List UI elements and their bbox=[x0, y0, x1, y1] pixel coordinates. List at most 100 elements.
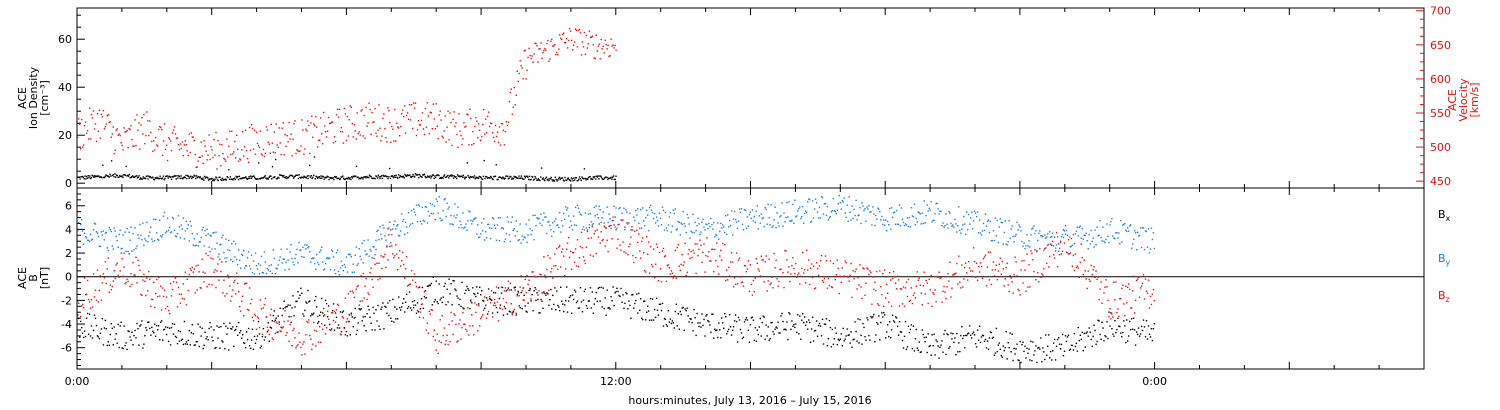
by-point bbox=[1067, 253, 1070, 255]
bx-point bbox=[1108, 311, 1110, 313]
bx-point bbox=[325, 302, 328, 305]
bx-point bbox=[374, 329, 376, 331]
bx-point bbox=[167, 340, 170, 343]
velocity-point bbox=[361, 108, 363, 111]
bz-point bbox=[1102, 275, 1104, 278]
density-point bbox=[158, 177, 160, 180]
by-point bbox=[226, 257, 228, 259]
density-point bbox=[202, 177, 204, 179]
density-point bbox=[511, 177, 514, 179]
by-point bbox=[504, 238, 507, 240]
velocity-point bbox=[513, 86, 515, 89]
density-point bbox=[494, 175, 497, 177]
bx-point bbox=[549, 299, 551, 301]
bx-point bbox=[110, 323, 112, 325]
by-point bbox=[878, 208, 880, 210]
by-point bbox=[704, 229, 706, 231]
density-point bbox=[222, 179, 224, 181]
velocity-point bbox=[208, 134, 210, 136]
by-point bbox=[918, 212, 920, 214]
by-point bbox=[582, 226, 585, 228]
by-point bbox=[785, 216, 787, 219]
by-point bbox=[1105, 238, 1107, 241]
bz-point bbox=[786, 259, 788, 261]
velocity-point bbox=[590, 36, 593, 38]
bx-point bbox=[508, 310, 511, 313]
velocity-point bbox=[92, 110, 95, 112]
by-point bbox=[209, 234, 211, 237]
bx-point bbox=[659, 303, 662, 305]
by-point bbox=[586, 229, 589, 231]
bx-point bbox=[162, 339, 164, 341]
velocity-point bbox=[227, 156, 229, 158]
bz-point bbox=[1033, 270, 1035, 273]
bz-point bbox=[101, 282, 104, 284]
density-point bbox=[285, 176, 287, 178]
bz-point bbox=[1043, 268, 1045, 270]
by-point bbox=[210, 235, 212, 237]
velocity-point bbox=[495, 135, 498, 138]
density-point bbox=[612, 176, 614, 178]
bz-point bbox=[534, 275, 536, 278]
by-point bbox=[1011, 225, 1013, 227]
bz-point bbox=[717, 265, 719, 268]
bx-point bbox=[494, 292, 497, 294]
by-point bbox=[109, 228, 111, 231]
velocity-point bbox=[419, 124, 422, 126]
bx-point bbox=[652, 319, 655, 321]
by-point bbox=[1124, 222, 1126, 225]
bx-point bbox=[394, 306, 396, 308]
bz-point bbox=[391, 245, 393, 247]
density-point bbox=[268, 176, 270, 178]
velocity-point bbox=[85, 132, 88, 135]
density-point bbox=[322, 176, 325, 178]
bx-point bbox=[440, 297, 442, 299]
density-point bbox=[338, 177, 340, 179]
bz-point bbox=[277, 331, 279, 333]
velocity-point bbox=[245, 150, 248, 152]
density-point bbox=[477, 177, 480, 180]
by-point bbox=[610, 227, 612, 230]
bz-point bbox=[520, 275, 522, 277]
by-point bbox=[489, 237, 492, 240]
bz-point bbox=[721, 259, 723, 261]
density-point bbox=[230, 178, 232, 180]
velocity-point bbox=[328, 122, 331, 125]
by-point bbox=[925, 215, 927, 217]
density-point bbox=[435, 176, 437, 179]
bz-point bbox=[1138, 296, 1141, 298]
bz-point bbox=[117, 274, 119, 276]
by-point bbox=[218, 253, 220, 255]
bx-point bbox=[373, 312, 375, 314]
velocity-point bbox=[468, 144, 470, 146]
bz-point bbox=[836, 259, 838, 261]
by-point bbox=[992, 230, 995, 232]
bx-point bbox=[1109, 325, 1111, 327]
bz-point bbox=[743, 264, 746, 267]
bx-point bbox=[527, 302, 529, 304]
bx-point bbox=[988, 337, 991, 339]
bx-point bbox=[302, 313, 304, 315]
density-point bbox=[324, 176, 326, 179]
bz-point bbox=[347, 293, 350, 295]
density-point bbox=[184, 176, 186, 179]
density-point bbox=[195, 177, 197, 180]
bx-point bbox=[950, 332, 952, 334]
by-point bbox=[603, 222, 605, 224]
velocity-point bbox=[503, 144, 506, 146]
bfield-axis-tick-label: -4 bbox=[61, 318, 72, 331]
density-point bbox=[218, 176, 220, 179]
bx-point bbox=[358, 308, 360, 310]
density-point bbox=[481, 178, 484, 181]
density-point bbox=[448, 177, 450, 179]
bz-point bbox=[584, 262, 587, 265]
by-point bbox=[168, 226, 171, 229]
density-point bbox=[108, 176, 110, 178]
bx-point bbox=[1142, 319, 1145, 321]
bz-point bbox=[1060, 253, 1063, 255]
bx-point bbox=[517, 290, 519, 293]
by-point bbox=[527, 234, 529, 236]
by-point bbox=[262, 272, 265, 274]
velocity-point bbox=[109, 121, 111, 123]
bz-point bbox=[114, 277, 116, 280]
